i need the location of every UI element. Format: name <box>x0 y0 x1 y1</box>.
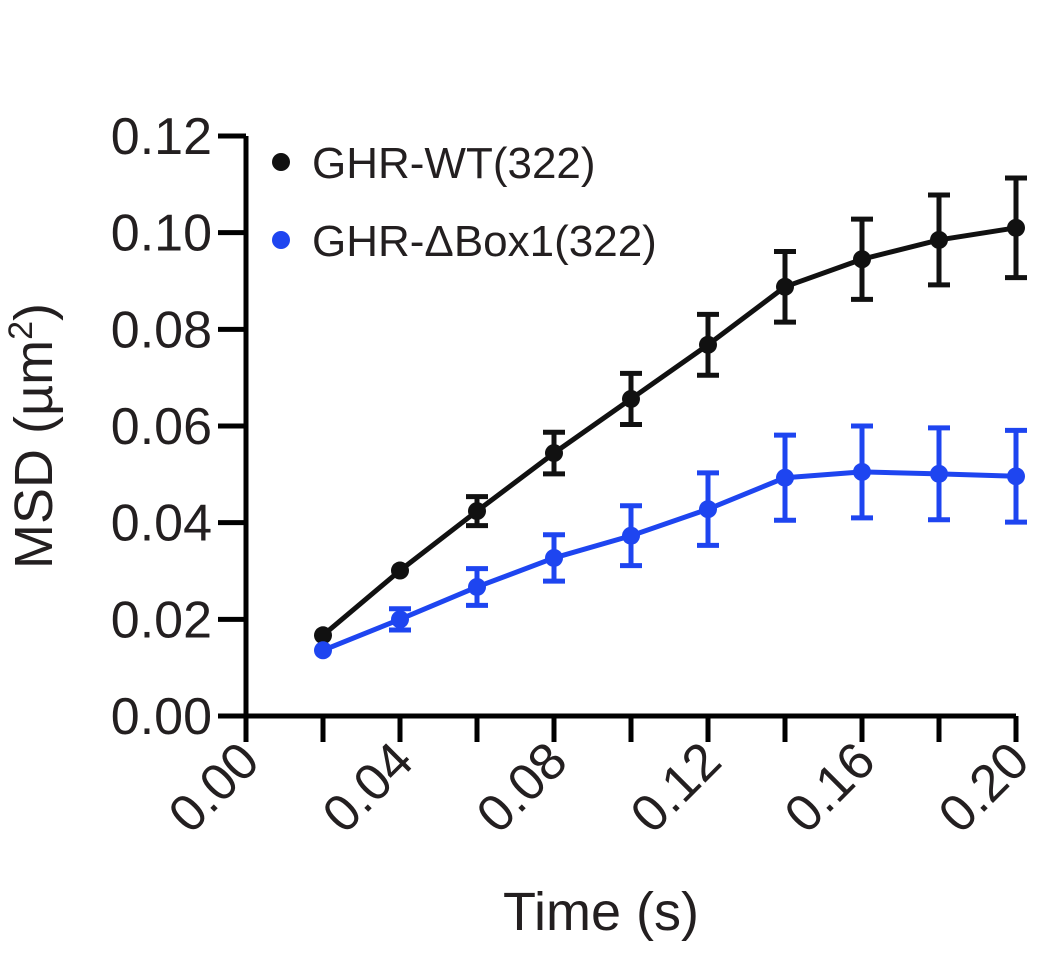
y-axis-title-sup: 2 <box>2 321 40 340</box>
data-point <box>314 626 332 645</box>
legend-marker <box>272 231 290 249</box>
series-2 <box>314 423 1027 660</box>
data-point <box>1007 467 1025 486</box>
legend-marker <box>272 153 290 171</box>
data-point <box>1007 218 1025 237</box>
data-point <box>853 250 871 269</box>
legend-label: GHR-WT(322) <box>312 139 596 188</box>
x-tick-label: 0.04 <box>312 731 425 844</box>
y-tick-label: 0.08 <box>111 301 212 359</box>
series-line <box>322 469 1017 653</box>
x-tick-label: 0.08 <box>466 731 579 844</box>
data-point <box>930 464 948 483</box>
y-axis-title: MSD (µm2) <box>2 303 64 569</box>
y-tick-label: 0.06 <box>111 398 212 456</box>
data-point <box>391 610 409 629</box>
data-point <box>853 462 871 481</box>
legend-label: GHR-ΔBox1(322) <box>312 217 657 266</box>
x-tick-label: 0.00 <box>158 731 271 844</box>
data-point <box>314 641 332 660</box>
x-tick-label: 0.16 <box>774 731 887 844</box>
series-line <box>321 225 1017 638</box>
data-point <box>622 389 640 408</box>
data-point <box>699 335 717 354</box>
data-point <box>699 500 717 519</box>
y-axis: 0.00 0.02 0.04 0.06 0.08 0.10 0.12 <box>111 108 249 746</box>
data-point <box>391 561 409 580</box>
data-point <box>776 277 794 296</box>
x-tick-label: 0.20 <box>928 731 1041 844</box>
y-axis-title-main: MSD (µm <box>4 340 64 569</box>
y-tick-label: 0.10 <box>111 205 212 263</box>
data-point <box>468 577 486 596</box>
data-point <box>545 444 563 463</box>
y-tick-label: 0.12 <box>111 108 212 166</box>
data-point <box>545 548 563 567</box>
y-tick-label: 0.02 <box>111 591 212 649</box>
data-point <box>930 230 948 249</box>
x-axis: 0.00 0.04 0.08 0.12 0.16 0.20 <box>158 713 1041 844</box>
y-axis-title-close: ) <box>4 303 64 321</box>
data-point <box>622 526 640 545</box>
x-axis-title: Time (s) <box>503 882 699 942</box>
y-tick-label: 0.04 <box>111 495 212 553</box>
x-tick-label: 0.12 <box>620 731 733 844</box>
y-tick-label: 0.00 <box>111 688 212 746</box>
data-point <box>776 468 794 487</box>
legend: GHR-WT(322) GHR-ΔBox1(322) <box>272 139 657 266</box>
series-1 <box>314 175 1027 645</box>
series-layer <box>314 175 1027 660</box>
data-point <box>468 502 486 521</box>
